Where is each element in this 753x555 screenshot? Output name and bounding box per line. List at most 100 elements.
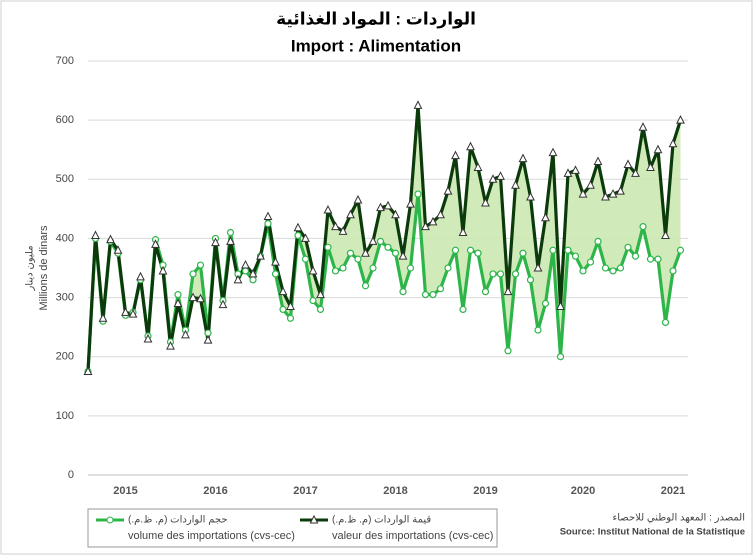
- point: [391, 249, 400, 257]
- source: Source: Institut National de la Statisti…: [560, 527, 745, 538]
- point: [278, 286, 288, 296]
- point: [586, 258, 595, 266]
- point: [451, 150, 460, 160]
- point: [121, 307, 130, 316]
- point: [601, 264, 610, 272]
- point: [443, 186, 453, 195]
- point: [638, 122, 648, 131]
- x-tick-label: 2017: [293, 485, 317, 497]
- point: [594, 237, 602, 245]
- point: [436, 209, 445, 219]
- point: [353, 194, 363, 204]
- point: [579, 267, 587, 275]
- y-tick-label: 100: [56, 410, 74, 422]
- point: [421, 221, 430, 231]
- y-tick-label: 700: [56, 55, 74, 67]
- point: [661, 230, 670, 239]
- point: [331, 221, 340, 231]
- point: [226, 228, 235, 237]
- point: [609, 267, 617, 275]
- y-tick-label: 200: [56, 351, 74, 363]
- point: [196, 293, 205, 303]
- point: [458, 227, 468, 237]
- point: [571, 252, 580, 260]
- legend-marker: [309, 514, 319, 524]
- point: [249, 276, 257, 284]
- point: [428, 216, 438, 226]
- point: [241, 267, 250, 275]
- point: [526, 276, 535, 284]
- point: [496, 171, 505, 180]
- point: [301, 255, 310, 263]
- point: [503, 286, 513, 296]
- point: [601, 191, 610, 201]
- point: [654, 255, 662, 263]
- point: [338, 226, 348, 235]
- point: [406, 199, 415, 208]
- point: [263, 211, 273, 221]
- point: [293, 222, 303, 232]
- point: [608, 188, 618, 198]
- legend-label-ar: قيمة الواردات (م. ظ.م.): [332, 515, 431, 526]
- point: [578, 188, 588, 198]
- point: [556, 353, 565, 361]
- point: [83, 366, 93, 375]
- point: [676, 115, 685, 124]
- legend-box: [87, 508, 498, 548]
- point: [451, 246, 460, 254]
- point: [286, 314, 295, 322]
- source-ar: المصدر : المعهد الوطني للاحصاء: [613, 513, 745, 524]
- point: [233, 274, 243, 284]
- point: [466, 141, 475, 151]
- point: [533, 262, 543, 272]
- point: [218, 299, 228, 309]
- chart-title: Import : Alimentation: [291, 36, 461, 55]
- point: [369, 264, 377, 272]
- point: [264, 220, 272, 228]
- point: [361, 282, 370, 290]
- point: [414, 190, 422, 198]
- point: [444, 264, 452, 272]
- point: [406, 264, 415, 272]
- legend-label: volume des importations (cvs-cec): [128, 530, 295, 542]
- point: [106, 234, 115, 244]
- legend-label-ar: حجم الواردات (م. ظ.م.): [128, 515, 228, 526]
- point: [586, 180, 595, 189]
- point: [203, 335, 213, 344]
- point: [188, 292, 198, 302]
- point: [399, 288, 407, 296]
- point: [308, 265, 318, 275]
- point: [196, 261, 205, 269]
- point: [316, 289, 325, 299]
- point: [346, 209, 355, 219]
- point: [271, 256, 280, 266]
- point: [549, 246, 557, 254]
- point: [669, 267, 677, 275]
- point: [361, 248, 370, 257]
- y-tick-label: 0: [68, 469, 74, 481]
- x-tick-label: 2021: [661, 485, 685, 497]
- point: [376, 202, 385, 212]
- point: [113, 245, 123, 254]
- chart-title-ar: الواردات : المواد الغذائية: [276, 9, 476, 29]
- point: [436, 285, 445, 293]
- point: [541, 212, 550, 222]
- point: [294, 231, 302, 240]
- point: [474, 249, 482, 257]
- point: [279, 305, 287, 313]
- point: [316, 305, 325, 313]
- x-tick-label: 2016: [203, 485, 227, 497]
- y-axis-label-ar: مليون دينار: [25, 245, 36, 291]
- point: [631, 252, 640, 260]
- point: [473, 162, 483, 171]
- point: [166, 340, 175, 350]
- point: [376, 237, 385, 245]
- point: [519, 249, 527, 257]
- point: [143, 333, 153, 343]
- point: [98, 313, 108, 322]
- point: [564, 246, 572, 254]
- y-tick-label: 600: [56, 114, 74, 126]
- point: [481, 288, 490, 296]
